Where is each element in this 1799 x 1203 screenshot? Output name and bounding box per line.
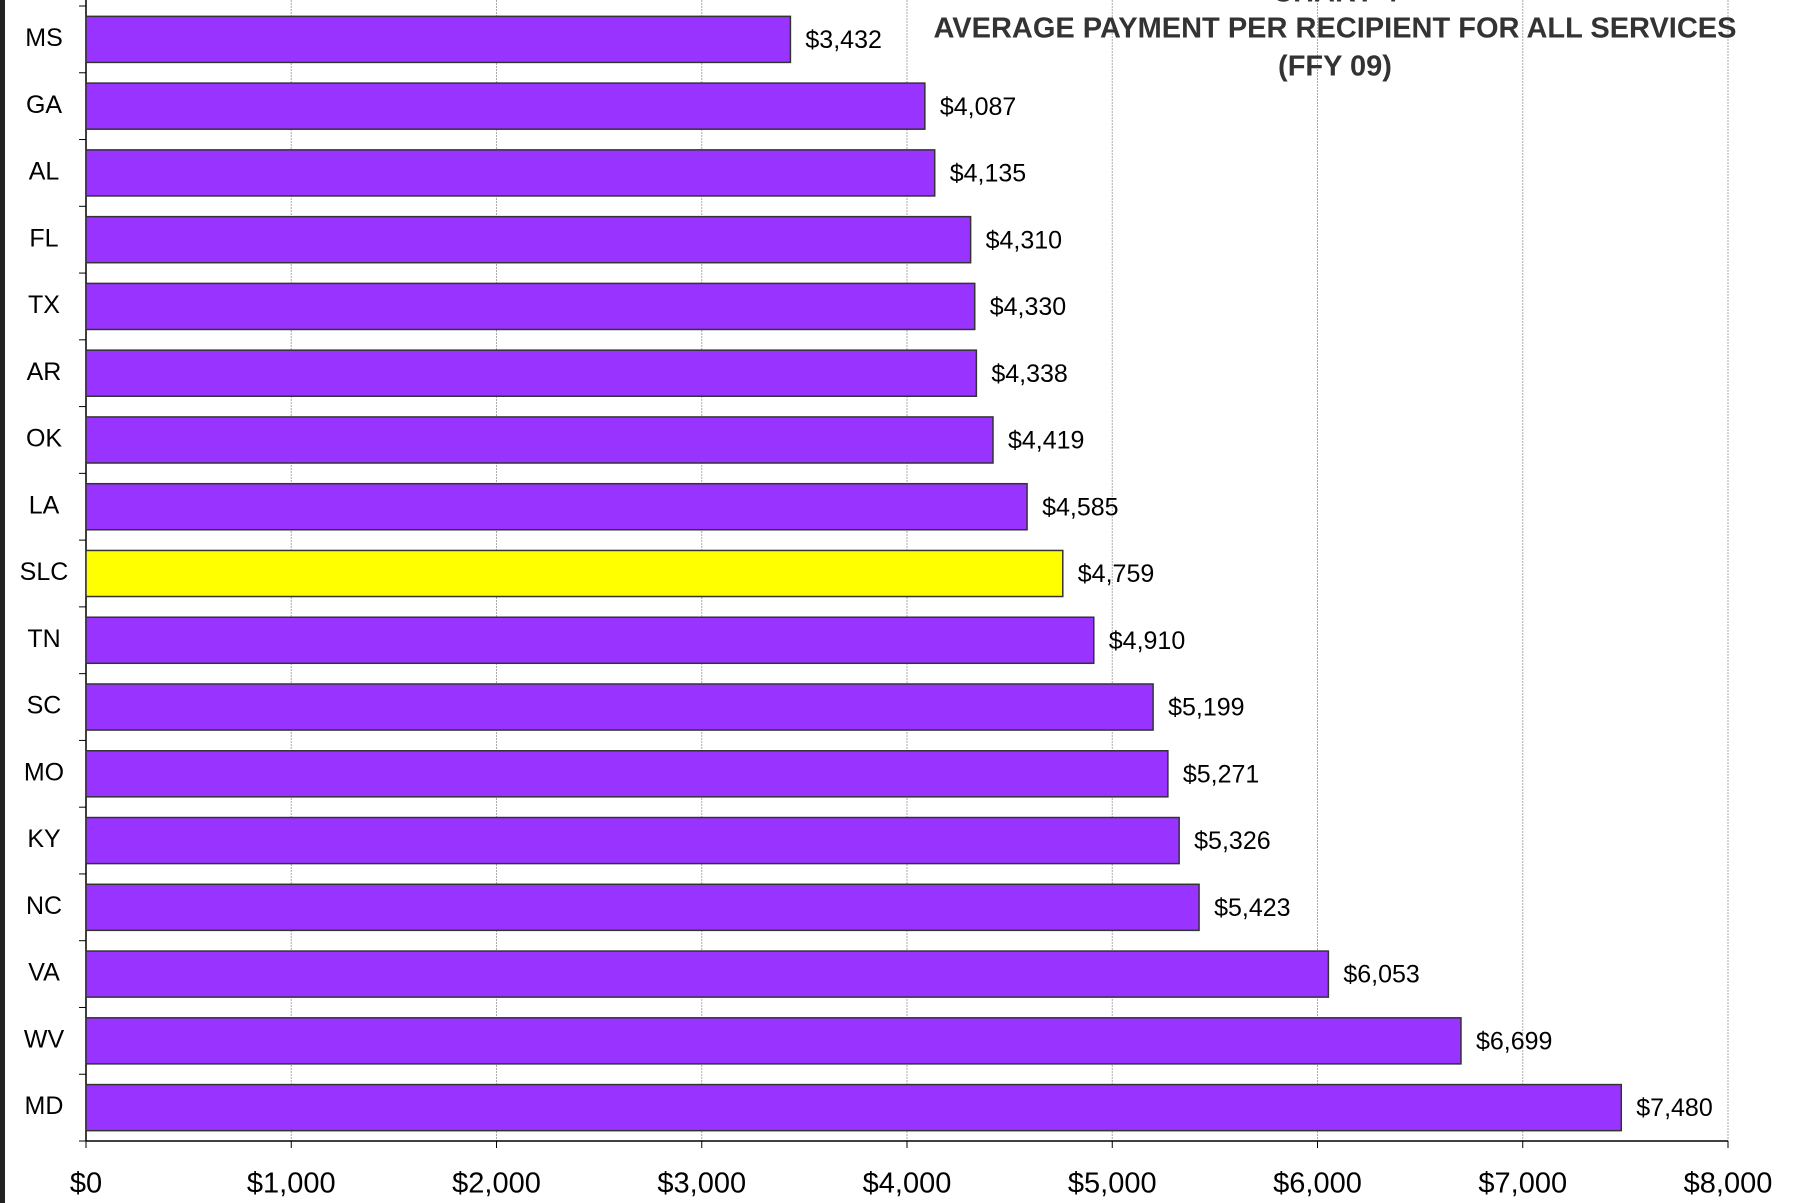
x-tick-label: $4,000 xyxy=(863,1168,952,1200)
y-tick-label: MS xyxy=(25,24,63,52)
chart-title: (FFY 09) xyxy=(1278,51,1392,83)
y-tick-label: WV xyxy=(24,1025,65,1053)
data-label: $4,419 xyxy=(1008,427,1084,455)
y-tick-label: TN xyxy=(27,625,60,653)
x-tick-label: $8,000 xyxy=(1684,1168,1773,1200)
bar xyxy=(85,1083,1623,1132)
bar xyxy=(85,349,978,397)
bar xyxy=(85,482,1028,531)
x-tick-label: $2,000 xyxy=(452,1168,541,1200)
data-label: $7,480 xyxy=(1636,1094,1712,1122)
data-label: $6,053 xyxy=(1343,961,1419,989)
y-tick-label: TX xyxy=(28,291,60,319)
data-label: $4,310 xyxy=(986,226,1062,254)
chart-title: CHART 4 xyxy=(1272,0,1398,9)
data-label: $4,585 xyxy=(1042,493,1118,521)
data-label: $3,432 xyxy=(805,26,881,54)
data-label: $4,759 xyxy=(1078,560,1154,588)
x-tick-label: $0 xyxy=(70,1168,102,1200)
y-tick-label: VA xyxy=(28,959,60,987)
bar xyxy=(85,883,1200,932)
bar xyxy=(85,816,1180,865)
data-label: $4,135 xyxy=(950,160,1026,188)
y-tick-label: MD xyxy=(25,1092,64,1120)
data-label: $6,699 xyxy=(1476,1027,1552,1055)
y-tick-label: MO xyxy=(24,758,64,786)
bar xyxy=(85,15,792,64)
bar xyxy=(85,82,926,130)
y-tick-label: KY xyxy=(27,825,61,853)
y-tick-label: SLC xyxy=(20,558,69,586)
bar xyxy=(85,549,1064,598)
chart-title: AVERAGE PAYMENT PER RECIPIENT FOR ALL SE… xyxy=(933,13,1736,45)
y-tick-label: FL xyxy=(29,224,58,252)
bar xyxy=(85,282,976,331)
y-tick-label: OK xyxy=(26,425,62,453)
x-tick-label: $7,000 xyxy=(1478,1168,1567,1200)
data-label: $4,087 xyxy=(940,93,1016,121)
y-tick-label: GA xyxy=(26,91,62,119)
bar xyxy=(85,215,972,264)
data-label: $5,326 xyxy=(1194,827,1270,855)
bar xyxy=(85,1017,1462,1065)
x-tick-label: $1,000 xyxy=(247,1168,336,1200)
data-label: $4,910 xyxy=(1109,627,1185,655)
y-tick-label: AR xyxy=(27,358,62,386)
data-label: $5,199 xyxy=(1168,694,1244,722)
x-tick-label: $3,000 xyxy=(657,1168,746,1200)
data-label: $5,271 xyxy=(1183,760,1259,788)
x-tick-label: $5,000 xyxy=(1068,1168,1157,1200)
data-label: $4,330 xyxy=(990,293,1066,321)
bar xyxy=(85,149,936,197)
y-tick-label: NC xyxy=(26,892,62,920)
left-border xyxy=(0,0,5,1203)
bar xyxy=(85,750,1169,798)
bar xyxy=(85,683,1154,731)
y-tick-label: AL xyxy=(29,158,60,186)
y-tick-label: LA xyxy=(29,491,60,519)
x-tick-label: $6,000 xyxy=(1273,1168,1362,1200)
y-tick-label: SC xyxy=(27,692,62,720)
bar xyxy=(85,616,1095,665)
bar xyxy=(85,950,1330,998)
bar xyxy=(85,416,994,464)
data-label: $4,338 xyxy=(991,360,1067,388)
data-label: $5,423 xyxy=(1214,894,1290,922)
